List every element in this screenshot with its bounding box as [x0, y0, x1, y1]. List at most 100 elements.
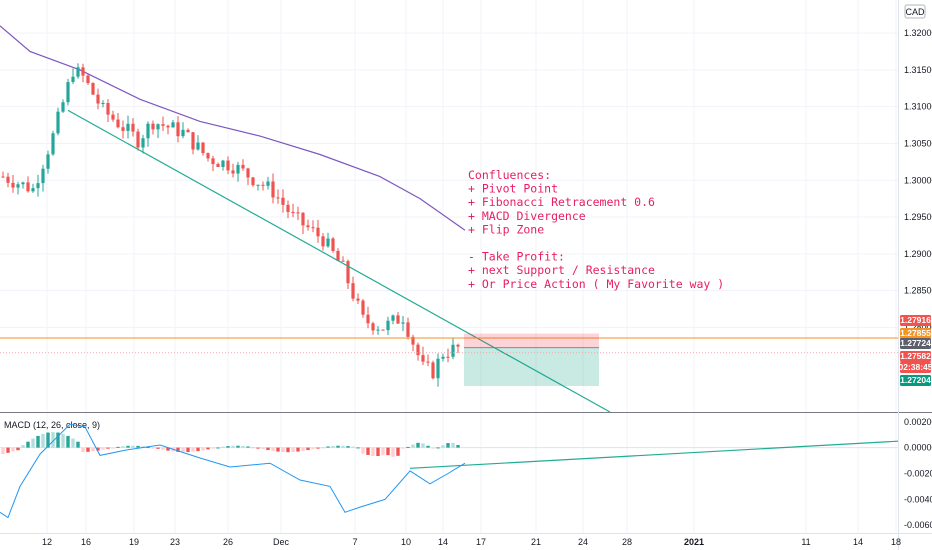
candle-body: [421, 355, 425, 362]
candle-body: [6, 176, 10, 183]
candle-body: [101, 102, 105, 104]
candle-body: [456, 344, 460, 347]
candle-body: [106, 102, 110, 115]
macd-histogram-bar: [411, 444, 415, 448]
macd-tick-label: 0.00000: [904, 443, 932, 453]
drawings[interactable]: [0, 109, 898, 413]
candle-body: [451, 344, 455, 357]
macd-pane[interactable]: MACD (12, 26, close, 9): [0, 420, 899, 519]
annotation-line: + Fibonacci Retracement 0.6: [468, 195, 655, 209]
annotation-note[interactable]: Confluences:+ Pivot Point+ Fibonacci Ret…: [468, 168, 724, 291]
macd-histogram-bar: [191, 447, 195, 452]
candle-body: [186, 129, 190, 133]
macd-histogram-bar: [426, 445, 430, 448]
candle-body: [181, 129, 185, 137]
candle-body: [56, 111, 60, 134]
macd-histogram-bar: [301, 447, 305, 451]
candle-body: [291, 211, 295, 213]
time-tick-label: 16: [81, 537, 91, 547]
macd-histogram-bar: [111, 447, 115, 449]
candle-body: [326, 238, 330, 247]
candle-body: [46, 154, 50, 169]
candle-body: [196, 142, 200, 150]
candle-body: [346, 261, 350, 284]
macd-histogram-bar: [226, 446, 230, 448]
macd-histogram-bar: [441, 445, 445, 448]
macd-histogram-bar: [91, 447, 95, 452]
moving-average: [0, 25, 466, 231]
candle-body: [331, 238, 335, 251]
candle-body: [16, 184, 20, 188]
macd-histogram-bar: [456, 445, 460, 448]
candle-body: [31, 188, 35, 192]
candle-body: [41, 168, 45, 184]
time-tick-label: 17: [476, 537, 486, 547]
candle-body: [66, 82, 70, 103]
time-tick-label: 2021: [684, 537, 704, 547]
candle-body: [441, 356, 445, 359]
time-tick-label: 28: [622, 537, 632, 547]
annotation-line: + MACD Divergence: [468, 209, 586, 223]
macd-histogram-bar: [446, 443, 450, 448]
price-tick-label: 1.28000: [904, 322, 932, 332]
candle-body: [26, 182, 30, 192]
annotation-line: + Or Price Action ( My Favorite way ): [468, 277, 724, 291]
macd-histogram-bar: [186, 447, 190, 453]
macd-histogram-bar: [131, 445, 135, 448]
candle-body: [206, 153, 210, 159]
candle-body: [36, 183, 40, 189]
candle-body: [241, 164, 245, 169]
candles[interactable]: [1, 63, 460, 387]
candle-body: [286, 204, 290, 212]
candle-body: [381, 329, 385, 331]
macd-histogram-bar: [21, 445, 25, 448]
price-tick-label: 1.29500: [904, 212, 932, 222]
time-tick-label: 10: [401, 537, 411, 547]
time-tick-label: 18: [891, 537, 901, 547]
macd-histogram-bar: [166, 447, 170, 451]
macd-histogram-bar: [1, 447, 5, 455]
price-badge-label: 1.27204: [900, 375, 931, 385]
macd-histogram-bar: [256, 447, 260, 449]
candle-body: [416, 344, 420, 356]
macd-histogram-bar: [176, 447, 180, 452]
macd-histogram-bar: [156, 447, 160, 449]
candle-body: [151, 123, 155, 130]
candle-body: [271, 181, 275, 198]
time-tick-label: 24: [578, 537, 588, 547]
macd-histogram-bar: [181, 447, 185, 453]
candle-body: [236, 164, 240, 174]
macd-histogram-bar: [366, 447, 370, 455]
macd-histogram-bar: [16, 447, 20, 451]
candle-body: [111, 114, 115, 120]
macd-histogram-bar: [71, 438, 75, 448]
candle-body: [251, 177, 255, 186]
price-tick-label: 1.29000: [904, 249, 932, 259]
candle-body: [261, 184, 265, 186]
price-tick-label: 1.31000: [904, 102, 932, 112]
candle-body: [336, 250, 340, 261]
time-tick-label: 12: [42, 537, 52, 547]
macd-histogram-bar: [291, 447, 295, 453]
annotation-line: - Take Profit:: [468, 250, 565, 264]
candle-body: [91, 83, 95, 95]
time-tick-label: 11: [801, 537, 810, 547]
candle-body: [366, 314, 370, 324]
macd-histogram-bar: [271, 447, 275, 451]
candle-body: [356, 298, 360, 301]
macd-histogram-bar: [116, 446, 120, 448]
candle-body: [401, 322, 405, 324]
candle-body: [61, 102, 65, 112]
macd-histogram-bar: [26, 441, 30, 448]
candle-body: [386, 320, 390, 331]
candle-body: [276, 197, 280, 199]
macd-histogram-bar: [86, 447, 90, 452]
candle-body: [426, 361, 430, 363]
price-tick-label: 1.31500: [904, 65, 932, 75]
descending-trendline: [67, 109, 611, 413]
macd-histogram-bar: [396, 447, 400, 456]
macd-histogram-bar: [331, 445, 335, 448]
candle-body: [71, 76, 75, 83]
